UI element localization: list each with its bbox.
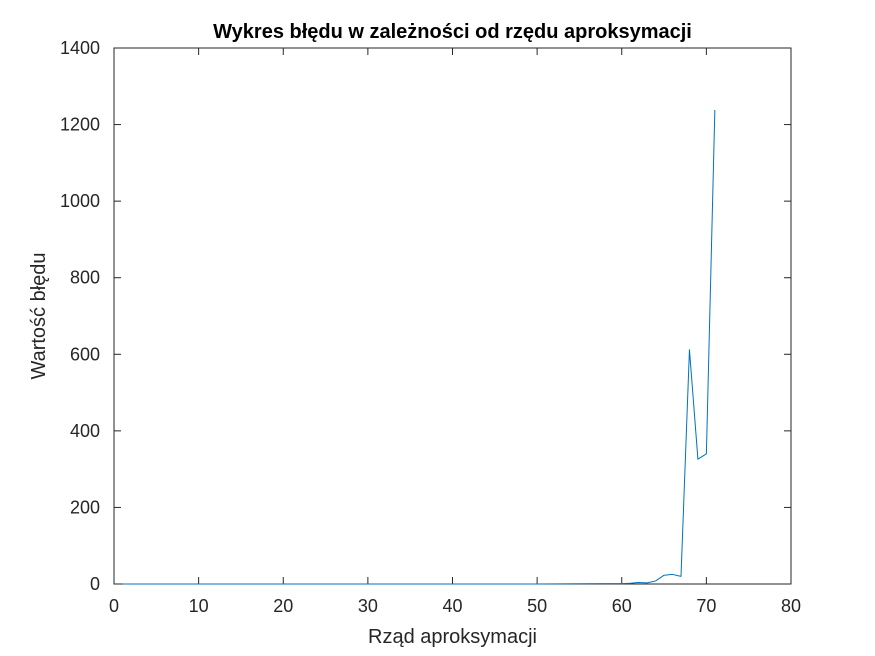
y-axis: 0 200 400 600 800 1000 1200 1400 (60, 38, 791, 594)
series-layer (122, 110, 716, 585)
x-tick-label: 70 (696, 596, 716, 616)
x-tick-label: 50 (527, 596, 547, 616)
chart-title: Wykres błędu w zależności od rzędu aprok… (213, 21, 692, 43)
x-tick-label: 30 (358, 596, 378, 616)
series-line-0 (122, 110, 716, 585)
plot-area (113, 47, 792, 585)
x-tick-label: 80 (781, 596, 801, 616)
y-tick-label: 800 (70, 268, 100, 288)
y-tick-label: 600 (70, 344, 100, 364)
x-tick-label: 40 (442, 596, 462, 616)
x-axis: 0 10 20 30 40 50 60 70 80 (109, 48, 801, 616)
x-tick-label: 20 (273, 596, 293, 616)
y-tick-label: 400 (70, 421, 100, 441)
y-axis-label: Wartość błędu (28, 252, 50, 379)
y-tick-label: 1000 (60, 191, 100, 211)
x-tick-label: 10 (189, 596, 209, 616)
y-tick-label: 200 (70, 497, 100, 517)
x-tick-label: 0 (109, 596, 119, 616)
y-tick-label: 0 (90, 574, 100, 594)
y-tick-label: 1400 (60, 38, 100, 58)
x-tick-label: 60 (612, 596, 632, 616)
x-axis-label: Rząd aproksymacji (368, 626, 537, 648)
y-tick-label: 1200 (60, 115, 100, 135)
